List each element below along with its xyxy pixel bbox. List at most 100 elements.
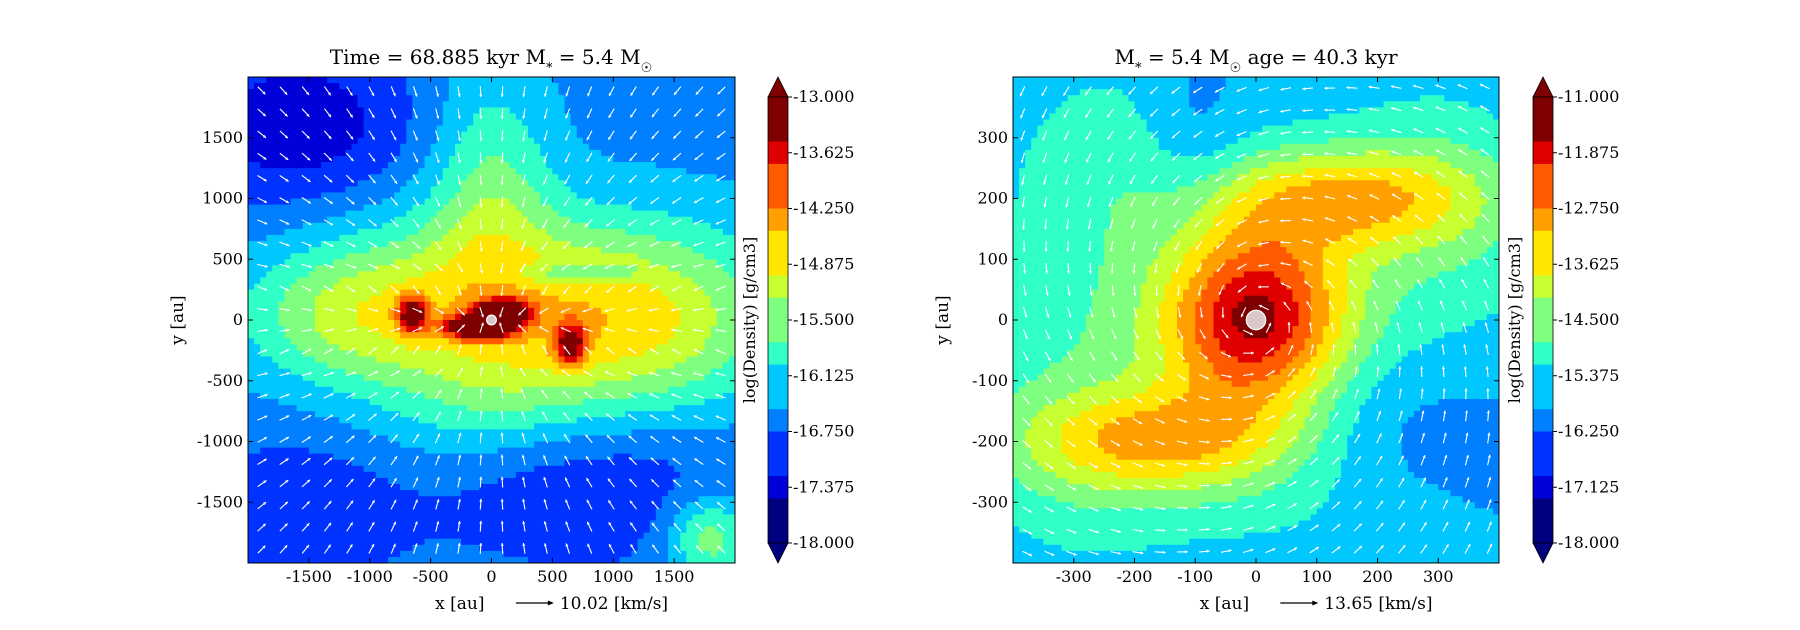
density-cell [588,95,596,102]
density-cell [321,386,328,394]
density-cell [272,174,280,181]
density-cell [375,149,383,157]
density-cell [339,247,346,254]
density-cell [418,228,426,236]
density-cell [333,484,340,491]
density-cell [369,192,377,200]
density-cell [558,174,566,181]
density-cell [266,259,273,266]
density-cell [473,101,480,108]
density-cell [473,89,480,96]
density-cell [272,119,280,127]
density-cell [345,283,353,291]
density-cell [345,295,353,303]
density-cell [418,332,426,339]
density-cell [266,216,273,224]
density-cell [400,386,407,394]
density-cell [546,131,553,139]
density-cell [515,307,523,315]
density-cell [375,168,383,175]
density-cell [345,186,353,194]
density-cell [260,180,267,187]
density-cell [345,307,353,315]
density-cell [540,131,547,139]
density-cell [388,174,395,181]
density-cell [400,423,407,430]
density-cell [479,77,487,84]
density-cell [552,289,560,297]
density-cell [406,386,413,394]
density-cell [308,253,316,260]
density-cell [564,520,572,528]
density-cell [607,253,614,260]
density-cell [509,113,517,121]
density-cell [302,356,310,364]
density-cell [479,386,487,394]
density-cell [363,490,371,497]
density-cell [461,405,468,412]
density-cell [418,253,426,260]
density-cell [521,271,529,279]
density-cell [613,484,620,491]
density-cell [540,423,547,430]
density-cell [546,210,553,218]
density-cell [375,77,383,84]
density-cell [534,429,541,437]
density-cell [308,295,316,303]
density-cell [436,277,444,285]
density-cell [363,556,371,563]
density-cell [351,77,359,84]
density-cell [314,465,322,473]
density-cell [558,520,566,528]
density-cell [613,89,620,96]
density-cell [430,271,438,279]
density-cell [564,356,572,364]
density-cell [594,484,602,491]
density-cell [388,374,395,382]
density-cell [394,259,401,266]
density-cell [375,107,383,115]
density-cell [333,453,340,461]
density-cell [546,386,553,394]
density-cell [308,435,316,443]
density-cell [613,77,620,84]
density-cell [528,83,535,90]
density-cell [357,168,365,175]
density-cell [509,411,517,418]
density-cell [509,453,517,461]
density-cell [594,332,602,339]
density-cell [351,247,359,254]
density-cell [607,320,614,327]
density-cell [412,405,420,412]
density-cell [515,356,523,364]
density-cell [284,143,292,151]
density-cell [339,222,346,230]
density-cell [272,556,280,563]
density-cell [448,556,456,563]
density-cell [296,283,304,291]
density-cell [479,508,487,515]
density-cell [576,338,584,345]
density-cell [388,101,395,108]
density-cell [284,101,292,108]
density-cell [461,168,468,175]
density-cell [266,277,273,285]
density-cell [394,162,401,169]
density-cell [564,398,572,406]
density-cell [515,344,523,351]
density-cell [534,301,541,309]
density-cell [369,143,377,151]
density-cell [503,247,511,254]
density-cell [381,216,389,224]
density-cell [272,168,280,175]
density-cell [308,125,316,133]
density-cell [394,301,401,309]
density-cell [381,429,389,437]
density-cell [546,301,553,309]
density-cell [290,320,298,327]
density-cell [333,392,340,400]
density-cell [345,417,353,424]
density-cell [503,271,511,279]
density-cell [540,362,547,370]
density-cell [375,526,383,534]
